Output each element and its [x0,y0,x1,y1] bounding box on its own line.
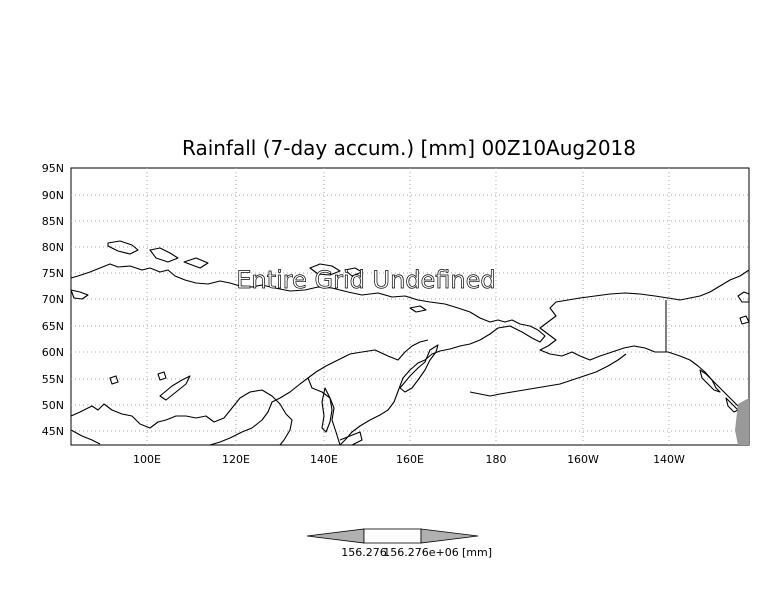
lon-label: 160E [396,453,424,466]
lat-label: 80N [42,241,64,254]
lon-label: 100E [133,453,161,466]
lat-label: 85N [42,215,64,228]
lon-label: 140W [653,453,685,466]
lat-label: 65N [42,320,64,333]
lat-label: 95N [42,162,64,175]
lon-label: 160W [567,453,599,466]
lon-label: 120E [222,453,250,466]
lat-label: 75N [42,267,64,280]
map-title: Rainfall (7-day accum.) [mm] 00Z10Aug201… [182,136,636,160]
lon-label: 180 [486,453,507,466]
coastlines [70,240,750,446]
undefined-grid-overlay: Entire Grid Undefined [236,266,495,294]
lon-label: 140E [310,453,338,466]
lat-label: 60N [42,346,64,359]
longitude-labels: 100E 120E 140E 160E 180 160W 140W [133,453,685,466]
colorbar-center-label: 156.276e+06 [383,546,458,559]
lat-label: 50N [42,399,64,412]
colorbar-right-arrow [420,528,479,544]
lat-label: 70N [42,293,64,306]
colorbar-unit-label: [mm] [462,546,492,559]
land-fill-bc [735,398,749,445]
colorbar: 156.276 156.276e+06 [mm] [306,528,492,559]
gridlines [71,168,749,445]
plot-frame [70,167,750,446]
colorbar-left-label: 156.276 [341,546,387,559]
colorbar-box [363,528,422,544]
lat-label: 90N [42,189,64,202]
lat-label: 45N [42,425,64,438]
latitude-labels: 95N 90N 85N 80N 75N 70N 65N 60N 55N 50N … [42,162,64,438]
lat-label: 55N [42,373,64,386]
colorbar-left-arrow [306,528,365,544]
